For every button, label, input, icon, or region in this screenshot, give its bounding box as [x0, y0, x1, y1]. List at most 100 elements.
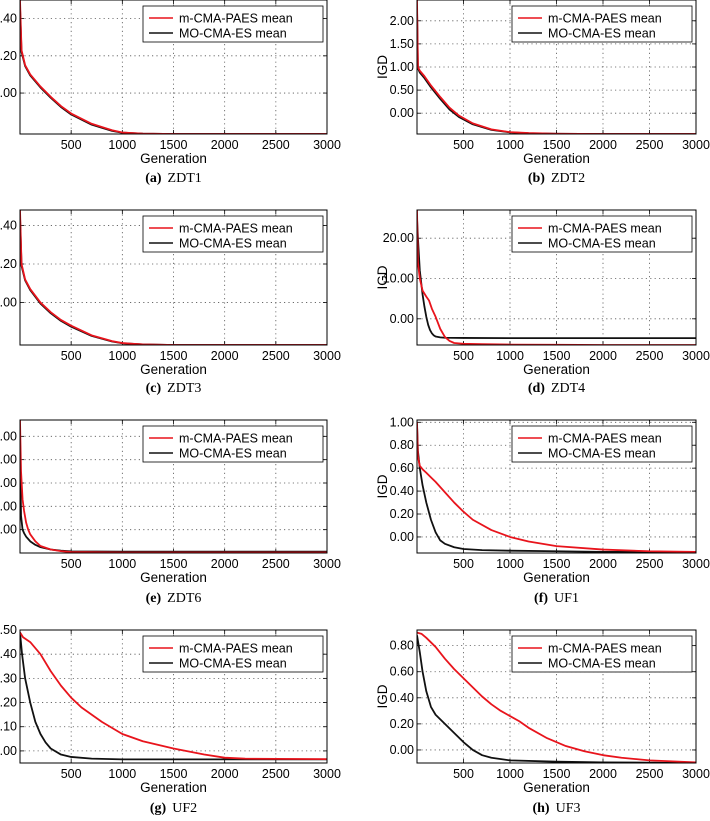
y-tick-label: 0.50	[0, 623, 17, 637]
x-tick-label: 1500	[543, 767, 571, 781]
y-tick-label: 0.00	[390, 743, 414, 757]
chart-panel-zdt6: 500 1000 1500 2000 2500 3000 0.00 1.00 2.00 3.00 4…	[0, 419, 341, 606]
y-tick-label: 0.40	[390, 484, 414, 498]
x-tick-label: 500	[453, 557, 474, 571]
panel-caption: (g) UF2	[150, 801, 197, 816]
axes-frame	[416, 0, 697, 135]
x-tick-label: 2500	[262, 138, 290, 152]
legend-label: MO-CMA-ES mean	[179, 447, 287, 461]
x-tick-label: 2500	[636, 138, 664, 152]
y-tick-label: 0.50	[390, 83, 414, 97]
x-tick-label: 2000	[589, 138, 617, 152]
x-axis-label: Generation	[523, 780, 590, 795]
axes-frame	[416, 419, 697, 554]
y-tick-label: 0.20	[390, 717, 414, 731]
legend-label: m-CMA-PAES mean	[548, 12, 662, 26]
x-tick-label: 2000	[211, 767, 239, 781]
x-tick-label: 1000	[108, 138, 136, 152]
caption-letter: (d)	[528, 381, 545, 396]
panel-caption: (c) ZDT3	[146, 381, 202, 396]
x-tick-label: 1000	[108, 349, 136, 363]
caption-name: ZDT6	[167, 591, 201, 606]
caption-letter: (f)	[534, 591, 548, 606]
y-tick-label: 0.00	[0, 86, 17, 100]
x-tick-label: 1000	[496, 138, 524, 152]
y-tick-label: 0.40	[390, 691, 414, 705]
x-tick-label: 2500	[262, 767, 290, 781]
x-tick-label: 500	[453, 349, 474, 363]
y-tick-label: 0.00	[390, 530, 414, 544]
legend-label: m-CMA-PAES mean	[179, 222, 293, 236]
x-tick-label: 1500	[160, 138, 188, 152]
legend-label: m-CMA-PAES mean	[179, 432, 293, 446]
series-line-mo-cma-es-mean	[417, 424, 696, 553]
y-tick-label: 0.80	[390, 438, 414, 452]
legend-box	[511, 5, 693, 43]
caption-name: UF1	[554, 591, 579, 606]
series-line-m-cma-paes-mean	[417, 631, 696, 763]
chart-panel-uf2: 500 1000 1500 2000 2500 3000 0.00 0.10 0.20 0.30 0…	[0, 623, 341, 816]
legend-label: MO-CMA-ES mean	[179, 237, 287, 251]
y-tick-label: 0.60	[390, 461, 414, 475]
chart-panel-uf3: 500 1000 1500 2000 2500 3000 0.00 0.20 0.40 0.60 0…	[375, 629, 710, 816]
x-tick-label: 2000	[211, 349, 239, 363]
x-axis-label: Generation	[523, 151, 590, 166]
caption-letter: (e)	[146, 591, 162, 606]
y-tick-label: 0.20	[0, 49, 17, 63]
x-tick-label: 1000	[496, 349, 524, 363]
x-tick-label: 1000	[108, 767, 136, 781]
x-tick-label: 500	[61, 138, 82, 152]
x-tick-label: 2000	[589, 349, 617, 363]
panel-caption: (a) ZDT1	[145, 171, 202, 186]
legend-box	[511, 215, 693, 253]
x-axis-label: Generation	[523, 570, 590, 585]
legend-box	[142, 425, 324, 463]
caption-name: ZDT4	[551, 381, 585, 396]
series-line-m-cma-paes-mean	[20, 0, 327, 134]
caption-name: UF2	[172, 801, 197, 816]
y-tick-label: 1.00	[390, 415, 414, 429]
chart-panel-zdt2: 500 1000 1500 2000 2500 3000 0.00 0.50 1.00 1.50 2…	[375, 0, 710, 186]
y-tick-label: 0.00	[390, 106, 414, 120]
series-line-m-cma-paes-mean	[20, 420, 327, 553]
chart-panel-uf1: 500 1000 1500 2000 2500 3000 0.00 0.20 0.40 0.60 0…	[375, 415, 710, 606]
caption-letter: (b)	[528, 171, 545, 186]
y-tick-label: 0.20	[0, 257, 17, 271]
axes-frame	[19, 0, 328, 135]
x-tick-label: 500	[61, 767, 82, 781]
caption-letter: (g)	[150, 801, 167, 816]
caption-letter: (c)	[146, 381, 162, 396]
legend-box	[142, 215, 324, 253]
caption-letter: (h)	[532, 801, 549, 816]
y-axis-label: IGD	[375, 55, 390, 79]
legend-label: MO-CMA-ES mean	[179, 657, 287, 671]
series-line-m-cma-paes-mean	[20, 210, 327, 345]
caption-name: ZDT2	[551, 171, 585, 186]
series-line-mo-cma-es-mean	[417, 635, 696, 763]
x-axis-label: Generation	[140, 570, 207, 585]
y-tick-label: 0.00	[390, 312, 414, 326]
legend-label: m-CMA-PAES mean	[179, 12, 293, 26]
y-tick-label: 2.00	[390, 14, 414, 28]
x-axis-label: Generation	[523, 362, 590, 377]
y-tick-label: 0.30	[0, 671, 17, 685]
legend-label: MO-CMA-ES mean	[548, 657, 656, 671]
y-tick-label: 1.00	[390, 60, 414, 74]
series-line-m-cma-paes-mean	[20, 631, 327, 761]
x-tick-label: 1000	[496, 557, 524, 571]
legend-label: MO-CMA-ES mean	[548, 447, 656, 461]
x-axis-label: Generation	[140, 362, 207, 377]
x-tick-label: 1500	[543, 138, 571, 152]
x-tick-label: 3000	[313, 767, 341, 781]
x-tick-label: 1500	[160, 349, 188, 363]
y-axis-label: IGD	[375, 474, 390, 498]
y-tick-label: 10.00	[383, 272, 414, 286]
x-tick-label: 500	[61, 557, 82, 571]
chart-panel-zdt3: 500 1000 1500 2000 2500 3000 0.00 0.20 0.40 m-CMA…	[0, 209, 341, 396]
